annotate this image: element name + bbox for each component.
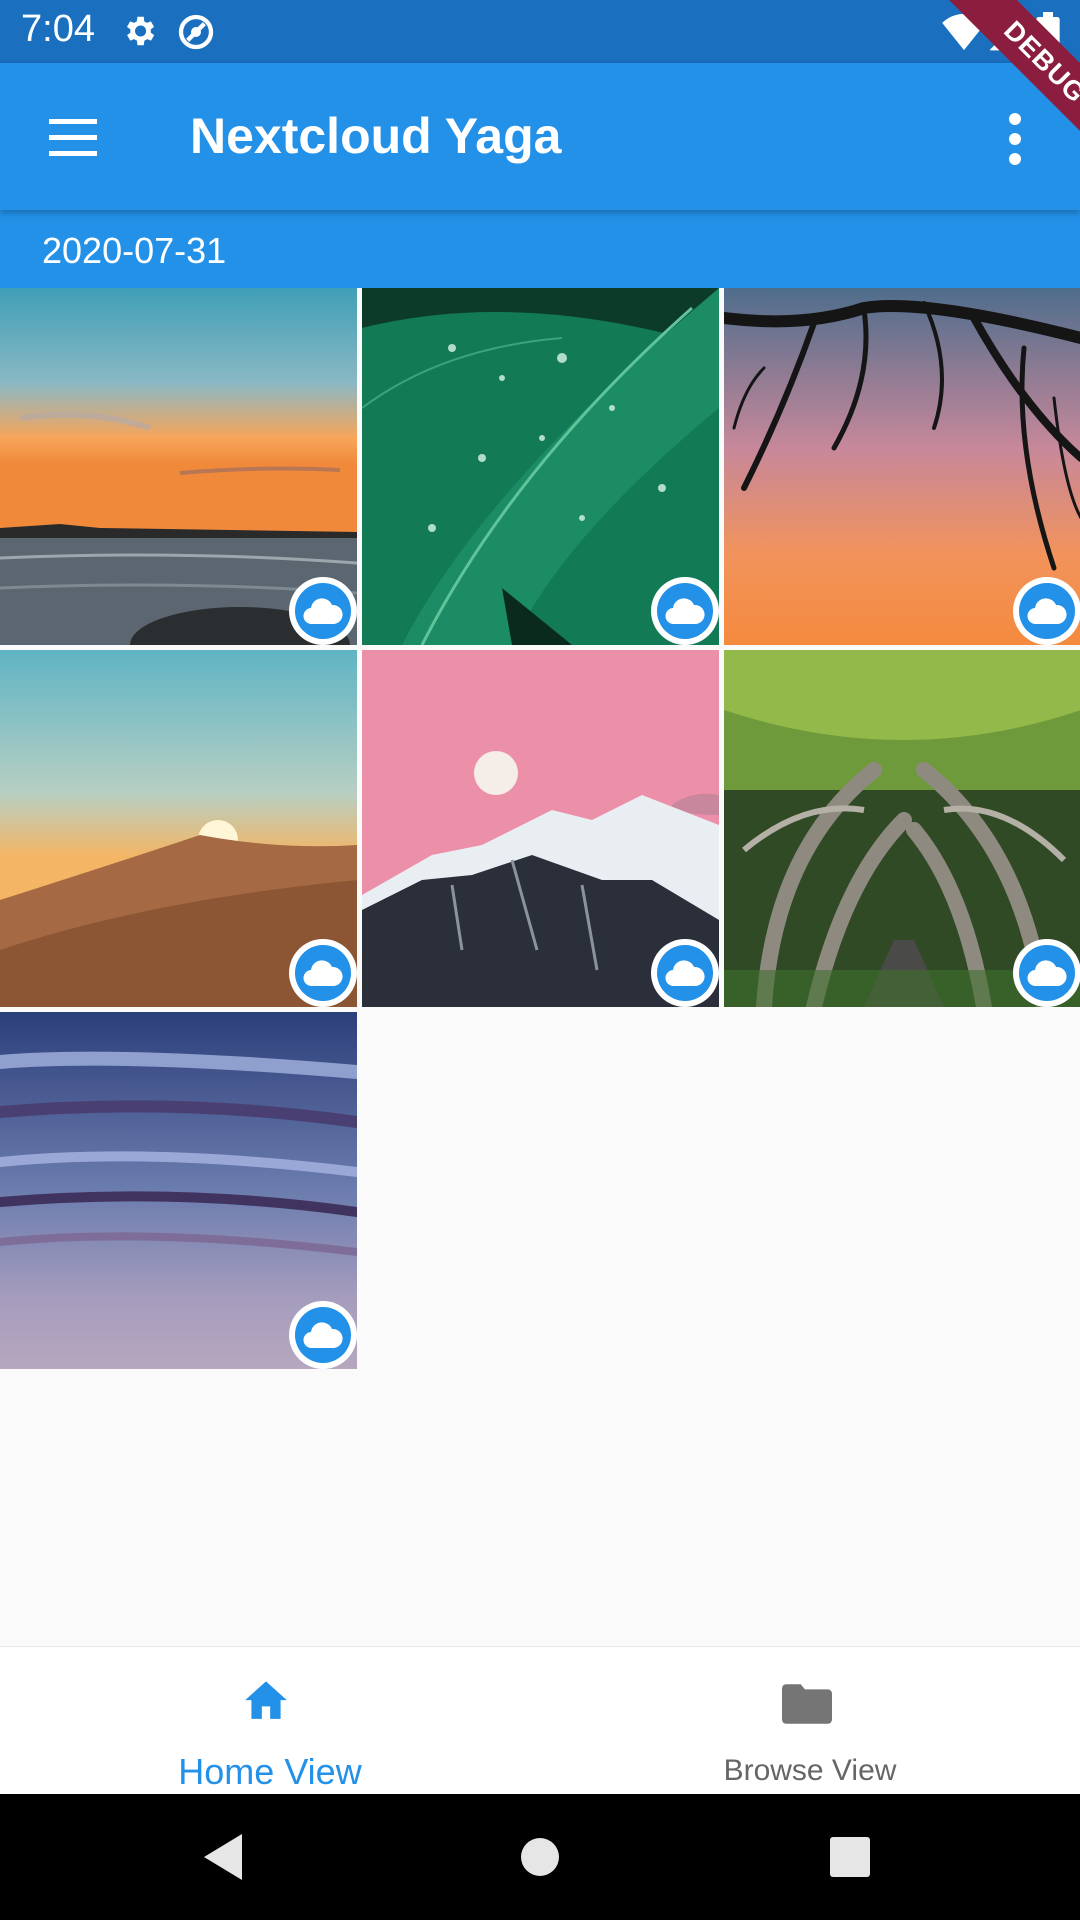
status-bar: 7:04 [0,0,1080,63]
cloud-icon [665,960,705,986]
sync-icon [178,14,214,50]
back-icon[interactable] [204,1834,244,1880]
photo-tile-tree-silhouette[interactable] [724,288,1080,645]
photo-tree-silhouette [724,288,1080,645]
cloud-icon [1027,960,1067,986]
status-time: 7:04 [21,8,95,50]
photo-tile-pink-moon-mountain[interactable] [362,650,719,1007]
nav-label-browse: Browse View [723,1754,897,1787]
system-navigation-bar [0,1794,1080,1920]
cloud-icon [303,960,343,986]
date-label: 2020-07-31 [42,230,227,271]
photo-tree-tunnel [724,650,1080,1007]
photo-tile-leaf-dew[interactable] [362,288,719,645]
photo-pink-moon-mountain [362,650,719,1007]
recents-icon[interactable] [830,1837,870,1877]
bottom-navigation: Home View Browse View [0,1646,1080,1794]
cloud-sync-badge [289,577,357,645]
photo-tile-ocean-sunset[interactable] [0,288,357,645]
cloud-sync-badge [1013,577,1080,645]
nav-browse-view[interactable]: Browse View [540,1647,1080,1795]
photo-tile-tree-tunnel[interactable] [724,650,1080,1007]
app-title: Nextcloud Yaga [190,108,562,164]
cloud-sync-badge [651,577,719,645]
gear-icon [126,16,155,46]
cloud-sync-badge [289,1301,357,1369]
cloud-icon [303,1322,343,1348]
nav-home-view[interactable]: Home View [0,1647,540,1795]
more-vert-icon [1009,113,1021,165]
photo-tile-purple-clouds[interactable] [0,1012,357,1369]
cloud-icon [665,598,705,624]
hamburger-icon [49,119,97,156]
home-icon [245,1681,287,1719]
cloud-icon [1027,598,1067,624]
home-circle-icon[interactable] [520,1837,560,1877]
date-section-header: 2020-07-31 [0,210,1080,288]
menu-button[interactable] [38,109,108,169]
nav-label-home: Home View [178,1751,362,1792]
more-options-button[interactable] [990,107,1040,171]
cloud-sync-badge [1013,939,1080,1007]
cloud-icon [303,598,343,624]
photo-desert-dune [0,650,357,1007]
app-bar: Nextcloud Yaga [0,63,1080,210]
cloud-sync-badge [651,939,719,1007]
folder-icon [782,1684,832,1724]
cloud-sync-badge [289,939,357,1007]
photo-leaf-dew [362,288,719,645]
photo-tile-desert-dune[interactable] [0,650,357,1007]
photo-purple-clouds [0,1012,357,1369]
